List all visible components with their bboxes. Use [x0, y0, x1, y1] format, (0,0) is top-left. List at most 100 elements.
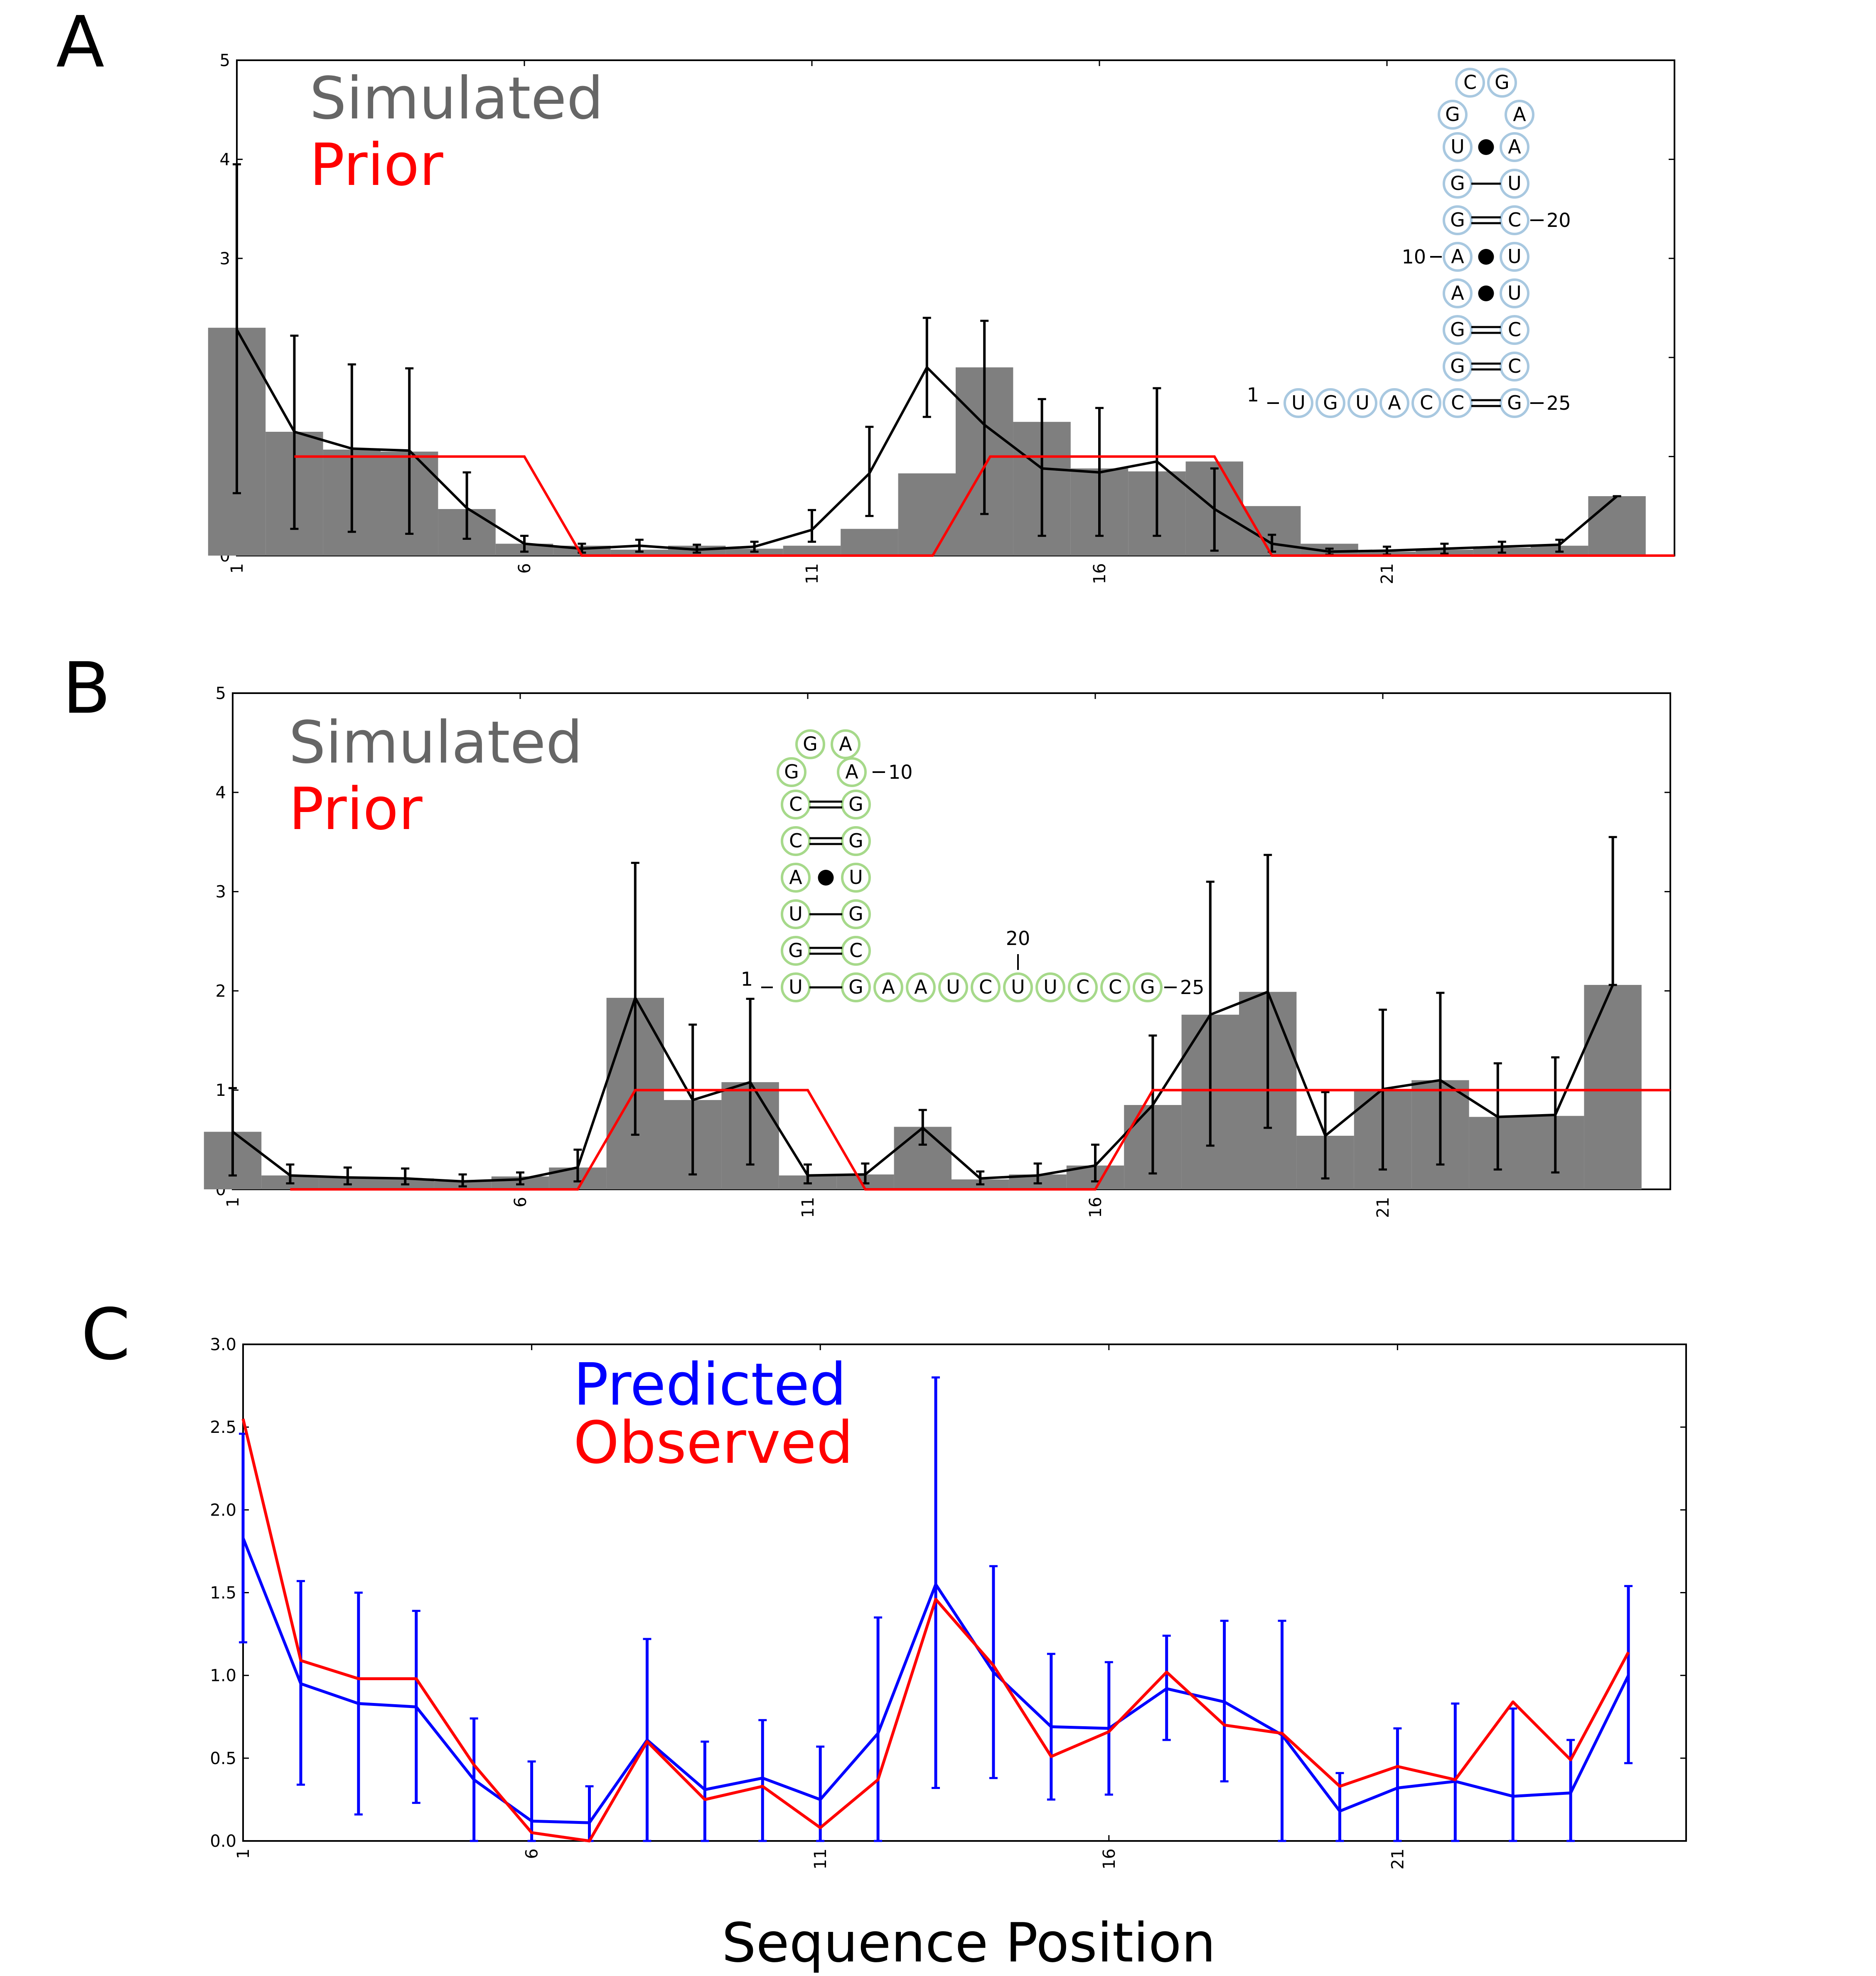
nucleotide-letter: G: [788, 939, 803, 962]
x-tick-label: 1: [234, 1848, 253, 1859]
legend-entry: Simulated: [289, 709, 583, 777]
nucleotide-circle: [841, 790, 871, 819]
structure-label: 25: [1547, 392, 1571, 414]
nucleotide-circle: [1315, 388, 1345, 418]
nucleotide-letter: U: [1507, 172, 1522, 194]
legend-entry: Predicted: [573, 1351, 846, 1419]
nucleotide: U: [781, 899, 811, 929]
nucleotide-letter: C: [789, 793, 802, 815]
nucleotide-letter: G: [848, 976, 863, 998]
nucleotide-circle: [1443, 315, 1473, 345]
nucleotide: G: [1443, 205, 1473, 235]
y-tick-label: 5: [220, 51, 230, 70]
y-tick-label: 4: [216, 783, 226, 802]
nucleotide: U: [1500, 169, 1529, 199]
structure-label: 20: [1006, 927, 1030, 950]
nucleotide: U: [1500, 278, 1529, 308]
bar: [1584, 985, 1642, 1189]
nucleotide-circle: [1500, 352, 1529, 381]
nucleotide: U: [841, 863, 871, 893]
nucleotide-circle: [1500, 242, 1529, 272]
nucleotide-letter: G: [803, 733, 818, 755]
nucleotide-letter: C: [789, 829, 802, 852]
nucleotide: G: [1487, 68, 1517, 98]
bar: [898, 473, 956, 556]
nucleotide-letter: G: [848, 829, 863, 852]
y-tick-label: 4: [220, 150, 230, 169]
x-tick-label: 16: [1090, 563, 1109, 584]
nucleotide-circle: [781, 826, 811, 856]
nucleotide-circle: [1411, 388, 1441, 418]
error-bar: [980, 320, 989, 515]
nucleotide-letter: U: [1011, 976, 1025, 998]
nucleotide: A: [1443, 278, 1473, 308]
nucleotide: G: [1443, 169, 1473, 199]
nucleotide-circle: [938, 972, 968, 1002]
error-bar: [808, 509, 816, 543]
nucleotide-letter: U: [1043, 976, 1057, 998]
prior-line: [294, 455, 1674, 557]
nucleotide-circle: [873, 972, 903, 1002]
error-bar: [701, 1740, 709, 1842]
nucleotide-letter: A: [789, 866, 802, 888]
nucleotide-letter: A: [839, 733, 852, 755]
nucleotide: G: [1443, 352, 1473, 381]
nucleotide-letter: C: [1463, 71, 1477, 94]
y-tick-label: 0.0: [210, 1832, 236, 1851]
nucleotide-circle: [971, 972, 1001, 1002]
nucleotide: C: [781, 826, 811, 856]
error-bar: [527, 1760, 536, 1842]
bar: [783, 546, 841, 556]
nucleotide-letter: A: [845, 760, 858, 783]
nucleotide-letter: G: [1323, 391, 1338, 414]
error-bar: [401, 1167, 410, 1186]
nucleotide: A: [781, 863, 811, 893]
nucleotide-circle: [1455, 68, 1485, 98]
nucleotide: G: [1500, 388, 1529, 418]
nucleotide-letter: G: [1450, 318, 1465, 341]
nucleotide-circle: [781, 936, 811, 966]
nucleotide-circle: [781, 863, 811, 893]
nucleotide-letter: U: [1451, 135, 1465, 158]
nucleotide-circle: [1487, 68, 1517, 98]
structure-label: 10: [888, 761, 913, 783]
series-observed: [241, 1418, 1630, 1843]
nucleotide-letter: A: [1513, 103, 1526, 125]
nucleotide-circle: [831, 729, 861, 759]
y-tick-label: 2.5: [210, 1418, 236, 1437]
nucleotide-circle: [795, 729, 825, 759]
error-bar: [585, 1785, 594, 1842]
error-bar: [758, 1719, 767, 1842]
x-tick-label: 6: [515, 563, 534, 573]
nucleotide: C: [841, 936, 871, 966]
nucleotide-circle: [841, 826, 871, 856]
nucleotide: C: [1500, 205, 1529, 235]
nucleotide-letter: U: [849, 866, 863, 888]
series-prior: [294, 455, 1674, 557]
nucleotide: C: [1500, 315, 1529, 345]
nucleotide: A: [831, 729, 861, 759]
nucleotide: C: [1443, 388, 1473, 418]
nucleotide-letter: C: [1076, 976, 1089, 998]
nucleotide-circle: [906, 972, 936, 1002]
nucleotide-letter: G: [1140, 976, 1155, 998]
legend-entry: Prior: [310, 131, 443, 199]
nucleotide: C: [1411, 388, 1441, 418]
bar: [1588, 496, 1646, 556]
x-tick-label: 21: [1378, 563, 1397, 584]
nucleotide: G: [841, 826, 871, 856]
nucleotide-circle: [1500, 315, 1529, 345]
nucleotide-letter: A: [1451, 245, 1464, 268]
panel-label: A: [56, 1, 104, 84]
error-bar: [233, 163, 241, 495]
nucleotide-circle: [1443, 278, 1473, 308]
nucleotide-letter: U: [946, 976, 960, 998]
nucleotide: G: [1315, 388, 1345, 418]
error-bar: [1436, 992, 1445, 1166]
nucleotide: C: [1100, 972, 1130, 1002]
